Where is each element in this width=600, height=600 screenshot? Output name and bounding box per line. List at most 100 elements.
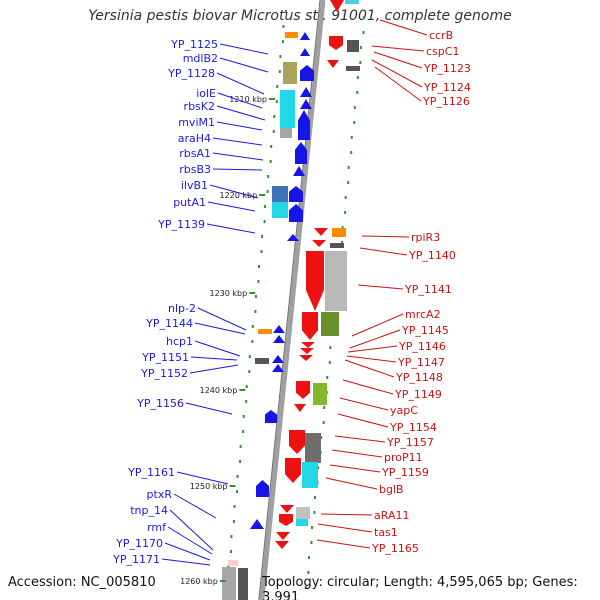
orange-bar	[332, 228, 346, 237]
tick-dot	[310, 541, 313, 544]
leader-line	[351, 313, 404, 337]
leader-line	[374, 66, 422, 102]
scale-label: 1230 kbp	[210, 289, 248, 298]
tick-dot	[356, 76, 359, 79]
tick-dot	[242, 415, 245, 418]
leader-line	[349, 329, 401, 349]
forward-gene-arrow	[289, 204, 303, 222]
forward-gene-label: araH4	[178, 132, 211, 145]
reverse-gene-label: YP_1149	[394, 388, 442, 401]
reverse-gene-arrow	[280, 505, 294, 513]
cyan-bar	[272, 202, 288, 218]
reverse-gene-label: YP_1140	[408, 249, 456, 262]
leader-line	[316, 539, 371, 549]
green-bar	[313, 383, 327, 405]
tick-dot	[245, 400, 248, 403]
scale-group: 1210 kbp 1220 kbp 1230 kbp 1240 kbp 1250 kbp…	[180, 95, 276, 586]
forward-gene-arrow	[250, 519, 264, 529]
forward-gene-label: mviM1	[178, 116, 215, 129]
tick-dot	[304, 586, 307, 589]
olive-bar	[321, 312, 339, 336]
forward-gene-arrow	[300, 32, 310, 40]
backbone-line	[259, 0, 326, 600]
tick-dot	[273, 115, 276, 118]
genome-info-text: Topology: circular; Length: 4,595,065 bp…	[262, 575, 578, 600]
forward-gene-label: tnp_14	[130, 504, 168, 517]
accession-text: Accession: NC_005810	[8, 575, 156, 590]
forward-gene-arrow	[272, 355, 284, 363]
leader-line	[164, 542, 211, 561]
forward-gene-label: rmf	[147, 521, 167, 534]
tick-dot	[242, 430, 245, 433]
reverse-gene-label: YP_1148	[395, 371, 443, 384]
leader-line	[207, 201, 256, 212]
tick-dot	[227, 565, 230, 568]
tick-dot	[266, 190, 269, 193]
leader-line	[371, 59, 423, 88]
gray-bar	[305, 433, 321, 463]
leader-line	[331, 449, 383, 458]
leader-line	[167, 526, 213, 555]
forward-gene-label: rbsA1	[179, 147, 211, 160]
leader-line	[342, 379, 394, 395]
reverse-gene-label: YP_1154	[389, 421, 437, 434]
forward-gene-label: YP_1128	[167, 67, 215, 80]
leader-line	[219, 57, 269, 73]
forward-gene-arrow	[273, 335, 285, 343]
leader-line	[190, 356, 238, 361]
leader-line	[161, 558, 211, 566]
cyan-bar	[280, 90, 295, 128]
tick-dot	[310, 526, 313, 529]
forward-gene-arrow	[272, 364, 284, 372]
tick-dot	[359, 46, 362, 49]
leader-line	[197, 307, 247, 331]
reverse-gene-label: ccrB	[429, 29, 453, 42]
reverse-gene-label: YP_1157	[386, 436, 434, 449]
cyan-bar	[296, 519, 308, 526]
forward-gene-label: ilvB1	[181, 179, 208, 192]
tick-dot	[264, 205, 267, 208]
tick-dot	[270, 145, 273, 148]
leader-line	[359, 247, 408, 256]
tick-dot	[284, 10, 287, 13]
backbone-edge	[258, 0, 321, 600]
leader-line	[212, 152, 264, 161]
tick-dot	[282, 25, 285, 28]
reverse-gene-label: YP_1124	[423, 81, 471, 94]
features-group	[222, 0, 360, 600]
gray-bar	[346, 66, 360, 71]
tick-dot	[344, 196, 347, 199]
leader-line	[219, 43, 269, 55]
leader-line	[373, 51, 423, 69]
leader-line	[194, 322, 246, 335]
leader-line	[194, 340, 241, 357]
forward-gene-label: ptxR	[147, 488, 173, 501]
tick-dot	[260, 250, 263, 253]
forward-gene-label: YP_1156	[136, 397, 184, 410]
tick-dot	[269, 160, 272, 163]
leader-line	[379, 19, 428, 36]
leader-line	[334, 435, 386, 443]
reverse-gene-arrow	[276, 532, 290, 540]
gray-bar	[296, 507, 310, 519]
reverse-gene-label: tas1	[374, 526, 398, 539]
forward-gene-label: YP_1171	[112, 553, 160, 566]
reverse-gene-label: YP_1146	[398, 340, 446, 353]
backbone-group	[258, 0, 326, 600]
leader-line	[169, 509, 214, 551]
leader-line	[216, 72, 265, 95]
reverse-gene-label: YP_1159	[381, 466, 429, 479]
tick-dot	[347, 181, 350, 184]
leader-line	[337, 413, 389, 428]
tick-dot	[236, 490, 239, 493]
reverse-gene-label: rpiR3	[411, 231, 440, 244]
tick-dot	[232, 520, 235, 523]
tick-dot	[254, 310, 257, 313]
leader-line	[189, 364, 239, 374]
leader-line	[320, 513, 373, 516]
tick-dot	[320, 436, 323, 439]
leader-line	[185, 402, 233, 415]
leader-line	[216, 121, 263, 131]
gray-bar	[325, 251, 347, 311]
page-title: Yersinia pestis biovar Microtus str. 910…	[88, 8, 512, 24]
